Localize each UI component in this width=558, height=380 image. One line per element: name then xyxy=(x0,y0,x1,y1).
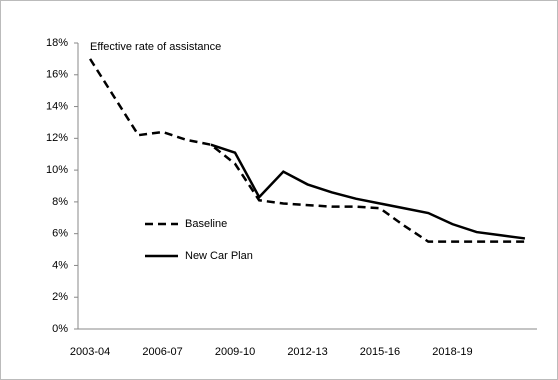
series-line xyxy=(89,58,525,243)
legend-label: Baseline xyxy=(185,218,227,230)
x-tick-label: 2003-04 xyxy=(70,346,110,358)
y-tick-label: 12% xyxy=(46,132,68,144)
y-tick-label: 16% xyxy=(46,69,68,81)
y-tick-label: 8% xyxy=(52,196,68,208)
series-line xyxy=(210,143,526,240)
y-tick-label: 10% xyxy=(46,164,68,176)
x-tick-label: 2012-13 xyxy=(287,346,327,358)
y-tick-label: 14% xyxy=(46,100,68,112)
legend-label: New Car Plan xyxy=(185,250,253,262)
y-tick-label: 4% xyxy=(52,259,68,271)
x-tick-label: 2006-07 xyxy=(142,346,182,358)
y-tick-label: 6% xyxy=(52,228,68,240)
y-tick-label: 2% xyxy=(52,291,68,303)
annotation: Effective rate of assistance xyxy=(90,41,221,53)
x-tick-label: 2018-19 xyxy=(432,346,472,358)
x-tick-label: 2009-10 xyxy=(215,346,255,358)
y-tick-label: 0% xyxy=(52,323,68,335)
y-tick-label: 18% xyxy=(46,37,68,49)
x-tick-label: 2015-16 xyxy=(360,346,400,358)
